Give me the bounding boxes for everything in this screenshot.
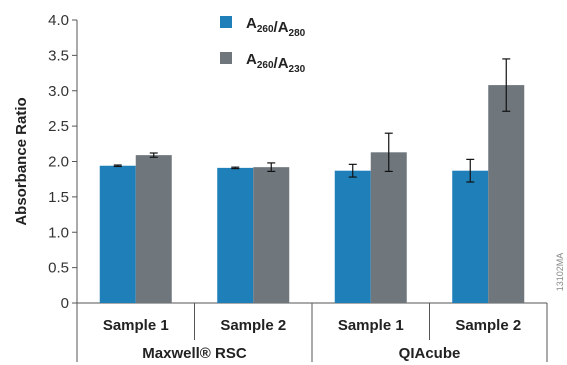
bar <box>217 167 254 303</box>
figure-code: 13102MA <box>555 253 565 292</box>
bar <box>452 170 489 303</box>
bar <box>488 85 525 303</box>
bar <box>135 155 172 303</box>
category-label: Sample 2 <box>220 317 286 334</box>
category-label: Sample 1 <box>103 317 169 334</box>
legend-swatch <box>220 16 232 28</box>
bar <box>334 170 371 303</box>
bar <box>253 167 290 303</box>
y-tick-label: 2.0 <box>48 154 69 171</box>
y-tick-label: 0 <box>61 295 69 312</box>
axes: 0 0.5 1.0 1.5 2.0 2.5 3.0 3.5 4.0 <box>48 12 548 362</box>
y-tick-label: 3.0 <box>48 83 69 100</box>
bar <box>370 152 407 303</box>
error-bars <box>113 58 511 183</box>
legend-swatch <box>220 52 232 64</box>
y-tick-label: 0.5 <box>48 260 69 277</box>
labels: Absorbance Ratio Sample 1 Sample 2 Sample 1… <box>13 97 565 362</box>
category-label: Sample 1 <box>338 317 404 334</box>
bar <box>99 165 136 303</box>
y-tick-label: 1.5 <box>48 189 69 206</box>
legend: A260/A280 A260/A230 <box>220 15 306 75</box>
group-label: QIAcube <box>399 345 461 362</box>
y-axis-title: Absorbance Ratio <box>13 97 30 225</box>
y-tick-label: 1.0 <box>48 224 69 241</box>
bars <box>99 85 525 303</box>
category-label: Sample 2 <box>455 317 521 334</box>
y-tick-label: 2.5 <box>48 118 69 135</box>
legend-label: A260/A230 <box>246 51 306 75</box>
legend-label: A260/A280 <box>246 15 306 39</box>
group-label: Maxwell® RSC <box>142 345 247 362</box>
y-tick-label: 3.5 <box>48 47 69 64</box>
y-tick-label: 4.0 <box>48 12 69 29</box>
